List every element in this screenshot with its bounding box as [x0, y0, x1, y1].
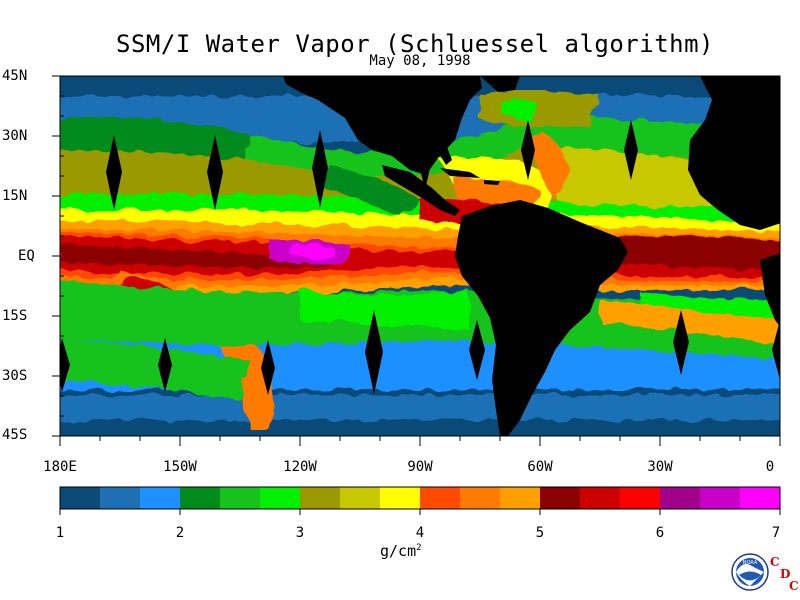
lat-label-45s: 45S — [2, 427, 28, 443]
lat-label-30s: 30S — [2, 368, 28, 384]
lon-label-30w: 30W — [647, 459, 673, 475]
colorbar-segment — [620, 487, 661, 509]
cuba-island — [440, 168, 480, 178]
colorbar-label-5: 5 — [535, 525, 545, 541]
north-america-landmass — [283, 76, 482, 175]
land-masses — [283, 76, 780, 436]
colorbar-label-6: 6 — [655, 525, 665, 541]
lat-ticks — [52, 75, 64, 437]
vapor-field — [60, 90, 780, 430]
colorbar-segment — [260, 487, 301, 509]
map-area — [60, 76, 780, 436]
cdc-logo: C D C — [768, 555, 800, 595]
colorbar-label-2: 2 — [175, 525, 185, 541]
colorbar-segment — [460, 487, 501, 509]
south-america-landmass — [455, 200, 628, 436]
colorbar-segment — [500, 487, 541, 509]
northeast-america-landmass — [480, 76, 520, 92]
florida-landmass — [430, 140, 452, 165]
colorbar-segment — [340, 487, 381, 509]
iberia-landmass — [740, 76, 780, 100]
colorbar-label-3: 3 — [295, 525, 305, 541]
colorbar-label-1: 1 — [55, 525, 65, 541]
colorbar-segment — [540, 487, 581, 509]
colorbar-segment — [220, 487, 261, 509]
cdc-letter-d: D — [780, 567, 791, 581]
lat-label-15n: 15N — [2, 188, 28, 204]
colorbar-segment — [740, 487, 781, 509]
colorbar-segment — [700, 487, 741, 509]
chart-title: SSM/I Water Vapor (Schluessel algorithm) — [116, 30, 714, 58]
units-text: g/cm — [380, 542, 417, 560]
chart-date: May 08, 1998 — [369, 53, 471, 69]
colorbar-segment — [420, 487, 461, 509]
colorbar-ticks — [59, 509, 781, 515]
colorbar-segment — [60, 487, 101, 509]
colorbar-segment — [380, 487, 421, 509]
hispaniola-island — [484, 180, 500, 185]
lon-label-120w: 120W — [283, 459, 317, 475]
colorbar-segment — [180, 487, 221, 509]
lat-label-45n: 45N — [2, 68, 28, 84]
colorbar-segment — [580, 487, 621, 509]
lon-label-60w: 60W — [527, 459, 553, 475]
colorbar-segment — [140, 487, 181, 509]
lat-label-eq: EQ — [18, 248, 35, 264]
lon-label-150w: 150W — [163, 459, 197, 475]
colorbar-segment — [100, 487, 141, 509]
central-america-landmass — [382, 165, 460, 216]
noaa-logo-text: NOAA — [743, 560, 758, 566]
colorbar-units: g/cm2 — [380, 542, 422, 560]
lon-ticks — [59, 436, 781, 446]
colorbar-label-4: 4 — [415, 525, 425, 541]
colorbar-label-7: 7 — [771, 525, 781, 541]
swath-gaps — [60, 120, 780, 395]
cdc-letter-c1: C — [770, 555, 780, 569]
colorbar-segment — [660, 487, 701, 509]
africa-south-landmass — [760, 253, 780, 327]
units-exponent: 2 — [416, 543, 422, 553]
lat-label-15s: 15S — [2, 308, 28, 324]
lon-label-180e: 180E — [43, 459, 77, 475]
lat-label-30n: 30N — [2, 128, 28, 144]
lon-label-0: 0 — [765, 459, 775, 475]
lon-label-90w: 90W — [407, 459, 433, 475]
noaa-logo: NOAA — [731, 553, 769, 591]
colorbar-segment — [300, 487, 341, 509]
colorbar — [59, 486, 781, 510]
cdc-letter-c2: C — [789, 579, 799, 593]
